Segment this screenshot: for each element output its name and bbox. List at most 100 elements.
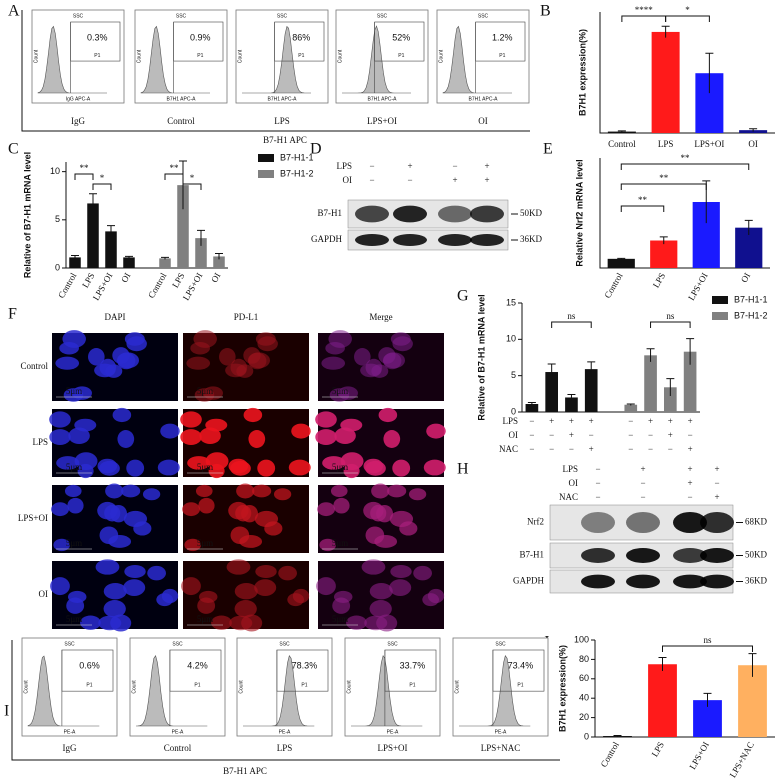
condition-sign: −: [628, 416, 633, 426]
legend-label: B7-H1-2: [734, 310, 768, 320]
cell: [334, 427, 356, 444]
bar: [177, 185, 189, 268]
x-tick-label: LPS+OI: [694, 139, 724, 149]
cell: [226, 559, 251, 575]
band-name: GAPDH: [513, 576, 545, 586]
condition-sign: −: [628, 444, 633, 454]
y-axis-label: B7H1 expression(%): [557, 645, 567, 732]
significance-bracket: [74, 173, 94, 180]
cell: [376, 614, 398, 632]
cell: [123, 510, 148, 527]
x-tick-label: LPS: [658, 139, 674, 149]
cell: [426, 423, 446, 439]
bracket: [11, 640, 560, 761]
panel-letter: E: [543, 141, 553, 158]
band: [393, 234, 427, 246]
cell: [376, 504, 394, 523]
cell: [343, 463, 360, 479]
y-axis-label: Relative of B7-H1 mRNA level: [476, 294, 486, 420]
cell: [316, 577, 336, 596]
bar: [584, 369, 598, 412]
flow-label: LPS+OI: [367, 116, 397, 126]
row-label: LPS+OI: [18, 513, 48, 523]
significance-label: **: [681, 153, 691, 163]
histogram: [135, 654, 208, 727]
cell: [234, 583, 258, 600]
gate-percent: 86%: [292, 32, 310, 42]
cell: [241, 504, 259, 523]
cell: [116, 352, 140, 369]
x-tick-label: Control: [599, 740, 622, 769]
cell: [49, 411, 71, 428]
cell: [67, 497, 84, 514]
histogram: [140, 25, 210, 94]
cell: [346, 615, 367, 630]
gate-percent: 4.2%: [187, 660, 208, 670]
y-tick-label: 0: [511, 406, 516, 416]
condition-name: LPS: [562, 464, 578, 474]
scale-label: 5μm: [197, 538, 213, 548]
cell: [389, 510, 414, 527]
band: [470, 234, 504, 246]
condition-sign: +: [589, 444, 594, 454]
cell: [160, 423, 180, 439]
flow-x-axis: PE-A: [279, 729, 291, 735]
flow-x-axis: PE-A: [64, 729, 76, 735]
legend-swatch: [258, 154, 274, 162]
scale-label: 5μm: [197, 462, 213, 472]
gate-name: P1: [409, 683, 415, 689]
scale-label: 5μm: [332, 386, 348, 396]
condition-sign: +: [589, 416, 594, 426]
gate-axis: SSC: [279, 641, 290, 647]
error-bar: [215, 253, 223, 260]
cell: [369, 600, 392, 618]
condition-sign: −: [369, 161, 374, 171]
cell: [365, 460, 386, 476]
cell: [66, 597, 85, 614]
band-size: 50KD: [745, 550, 767, 560]
cell: [64, 484, 82, 498]
cell: [392, 459, 411, 477]
bar: [69, 257, 81, 268]
cell: [74, 452, 98, 471]
condition-sign: +: [688, 444, 693, 454]
flow-x-axis: B7H1 APC-A: [469, 96, 499, 102]
gate-name: P1: [301, 683, 307, 689]
cell: [257, 459, 276, 477]
cell: [423, 459, 446, 476]
band-size: 36KD: [745, 576, 767, 586]
condition-name: OI: [343, 175, 353, 185]
panel-letter: G: [457, 288, 469, 305]
bar: [213, 256, 225, 268]
flow-label: IgG: [63, 743, 77, 753]
gate-axis: SSC: [172, 641, 183, 647]
scale-label: 5μm: [197, 614, 213, 624]
cell: [287, 593, 305, 607]
flow-y-axis: Count: [131, 680, 137, 694]
cell: [68, 427, 90, 444]
y-tick-label: 0: [55, 262, 60, 272]
y-axis-label: Relative of B7-H1 mRNA level: [22, 152, 32, 278]
significance-bracket: [551, 321, 592, 328]
condition-name: NAC: [499, 444, 518, 454]
x-tick-label: LPS: [651, 271, 667, 289]
condition-sign: −: [648, 444, 653, 454]
gate-percent: 78.3%: [292, 660, 318, 670]
condition-sign: −: [640, 492, 645, 502]
cell: [99, 526, 119, 545]
scale-label: 5μm: [197, 386, 213, 396]
cell: [199, 427, 221, 444]
condition-sign: −: [628, 430, 633, 440]
error-bar: [749, 128, 758, 132]
error-bar: [71, 254, 79, 260]
cell: [288, 459, 311, 476]
cell: [123, 579, 146, 596]
flow-axis-title: B7-H1 APC: [263, 135, 307, 145]
cell: [181, 577, 201, 596]
scale-label: 5μm: [332, 538, 348, 548]
flow-label: Control: [164, 743, 192, 753]
cell: [50, 577, 70, 596]
significance-bracket: [650, 321, 691, 328]
bar: [545, 372, 558, 412]
cell: [211, 615, 232, 630]
